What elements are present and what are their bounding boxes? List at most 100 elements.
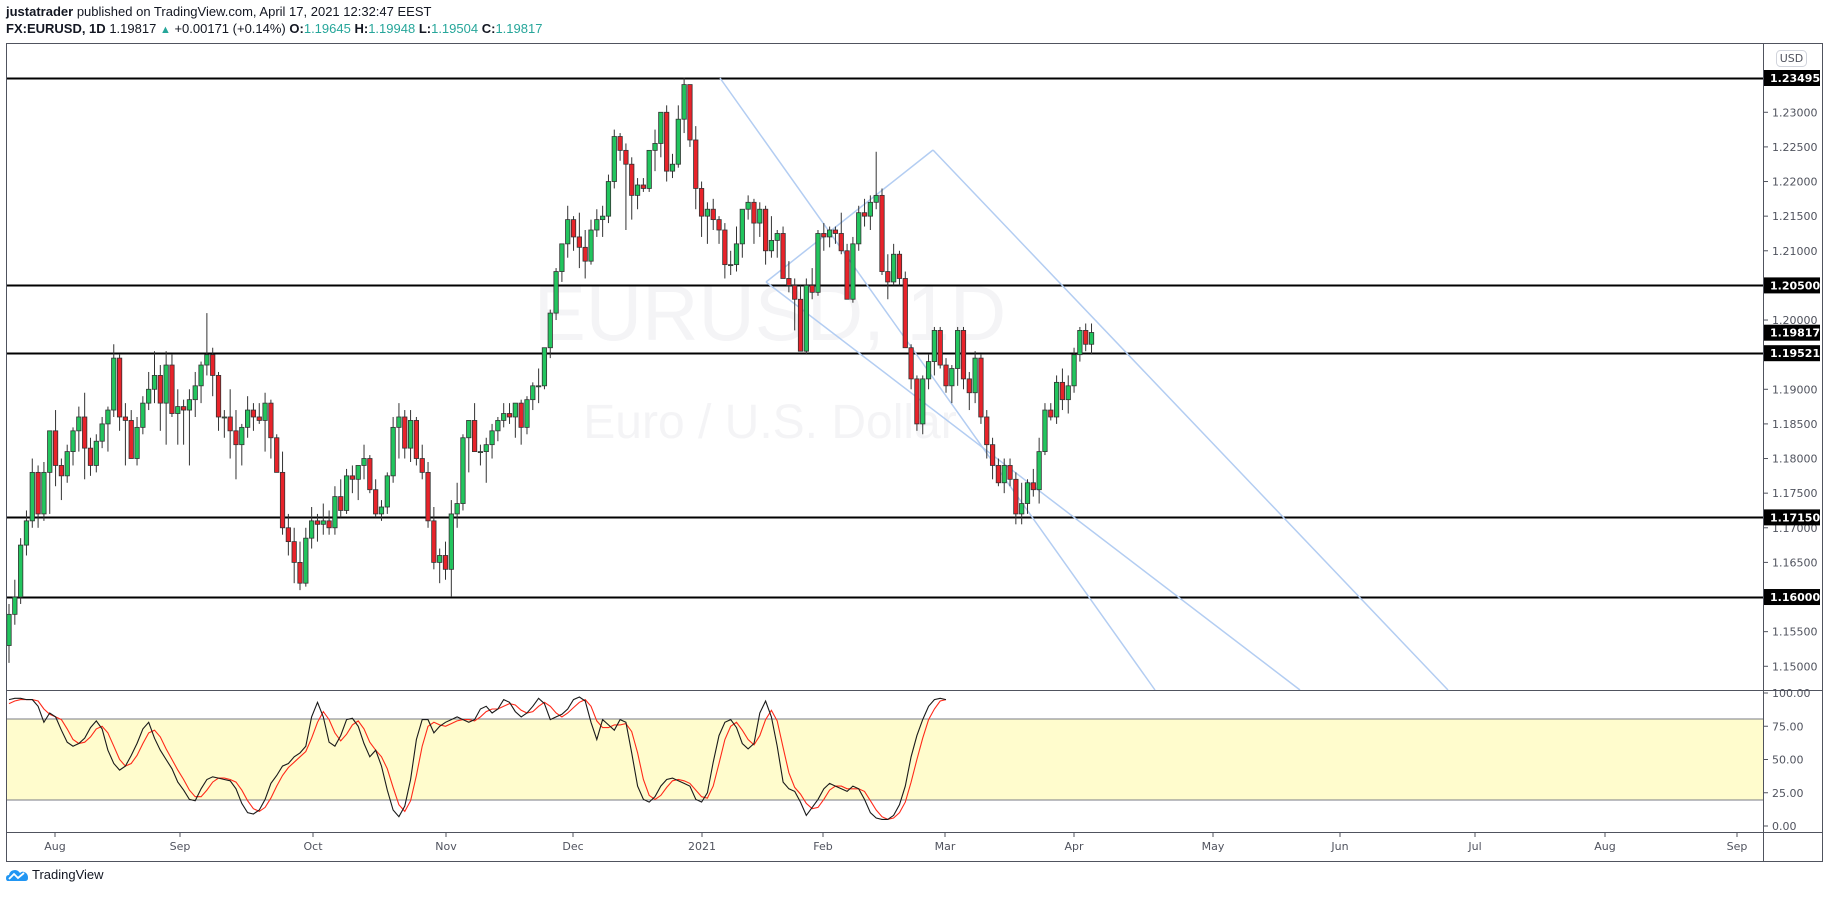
candle-up [76, 416, 82, 432]
candle-up [489, 430, 495, 446]
close-value: 1.19817 [495, 21, 543, 36]
candle-up [29, 471, 35, 522]
candle-down [809, 285, 815, 293]
candle-down [122, 416, 128, 421]
channel-line[interactable] [932, 149, 1449, 691]
candle-down [431, 520, 437, 563]
candle-down [256, 416, 262, 421]
currency-badge[interactable] [1776, 50, 1807, 67]
candle-up [925, 361, 932, 380]
stoch-band [7, 719, 1763, 800]
candle-down [902, 278, 908, 349]
price-label-text: 1.23495 [1770, 72, 1820, 85]
candle-up [262, 402, 268, 421]
candle-up [733, 243, 740, 266]
candle-up [140, 402, 146, 428]
candle-down [442, 555, 449, 570]
candle-down [367, 458, 373, 491]
candle-down [1048, 409, 1054, 418]
candle-up [704, 208, 711, 217]
time-tick-label: Aug [1594, 840, 1615, 853]
candle-down [471, 420, 478, 453]
symbol-legend: FX:EURUSD, 1D 1.19817 ▲ +0.00171 (+0.14%… [6, 21, 542, 36]
candle-down [861, 212, 868, 217]
candle-up [827, 229, 833, 238]
candle-down [617, 136, 623, 151]
time-axis[interactable]: Aug Sep Oct Nov Dec 2021 Feb Mar Apr May Jun Jul Aug… [44, 833, 1747, 853]
candle-down [716, 219, 722, 231]
candle-down [82, 416, 88, 449]
candle-up [23, 520, 30, 546]
candle-down [169, 364, 175, 414]
candle-down [297, 562, 303, 584]
tradingview-logo-text: TradingView [32, 867, 104, 882]
watermark-description: Euro / U.S. Dollar [583, 396, 956, 449]
candle-up [512, 402, 518, 418]
candle-down [576, 236, 582, 248]
high-label: H: [354, 21, 369, 36]
candle-up [495, 420, 501, 432]
candle-down [274, 437, 280, 473]
time-tick-label: 2021 [688, 840, 716, 853]
candle-up [524, 399, 530, 428]
candle-down [698, 188, 705, 217]
price-tick-label: 1.16500 [1772, 556, 1818, 569]
candle-up [745, 201, 751, 210]
candle-up [146, 388, 152, 404]
candle-up [594, 219, 600, 231]
candle-up [634, 184, 641, 196]
candle-up [658, 111, 664, 144]
candle-down [233, 430, 239, 446]
price-tick-label: 1.21500 [1772, 210, 1818, 223]
price-label-badge [1764, 589, 1820, 606]
candle-down [413, 420, 420, 459]
candle-down [838, 233, 844, 252]
candle-down [1007, 465, 1013, 480]
candle-up [1065, 385, 1071, 401]
tradingview-cloud-icon [6, 869, 28, 881]
candle-up [1077, 330, 1083, 356]
stoch-tick-label: 50.00 [1772, 754, 1804, 767]
stoch-axis: 100.00 75.00 50.00 25.00 0.00 [1763, 687, 1811, 833]
candle-down [937, 330, 943, 366]
candle-up [12, 596, 18, 615]
time-tick-label: Sep [1727, 840, 1748, 853]
candle-up [384, 475, 390, 508]
candle-up [873, 194, 879, 203]
candle-up [728, 264, 734, 267]
tradingview-logo[interactable]: TradingView [6, 867, 104, 882]
horizontal-levels[interactable] [7, 77, 1763, 599]
candle-down [314, 520, 321, 525]
author-name[interactable]: justatrader [6, 4, 74, 19]
chart-frame [6, 43, 1823, 862]
channel-line[interactable] [719, 77, 1156, 691]
symbol-label: FX:EURUSD, 1D [6, 21, 106, 36]
candle-up [239, 426, 245, 446]
candle-down [797, 298, 804, 352]
open-label: O: [289, 21, 304, 36]
candle-up [949, 368, 955, 387]
candle-down [914, 378, 920, 425]
candle-up [309, 520, 315, 539]
price-tick-label: 1.22000 [1772, 176, 1818, 189]
candle-down [180, 406, 187, 411]
stoch-line-d [8, 698, 947, 820]
channel-line[interactable] [765, 149, 934, 283]
candle-up [361, 458, 367, 466]
candle-down [664, 111, 670, 172]
candle-up [320, 520, 326, 525]
candle-up [565, 219, 571, 245]
candle-down [419, 458, 425, 473]
candle-down [943, 364, 949, 387]
candle-down [629, 163, 635, 196]
candle-up [541, 347, 548, 387]
close-label: C: [481, 21, 496, 36]
candle-down [58, 465, 64, 477]
candle-series [6, 77, 1095, 663]
candle-down [250, 409, 257, 418]
candle-up [221, 416, 227, 419]
price-label-badge [1764, 70, 1820, 86]
price-axis[interactable]: 1.23000 1.22500 1.22000 1.21500 1.21000 1.200… [1763, 70, 1820, 673]
candle-down [52, 430, 59, 466]
